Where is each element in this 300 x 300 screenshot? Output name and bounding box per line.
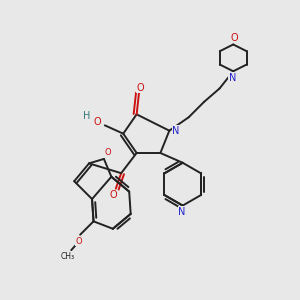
Text: O: O (75, 237, 82, 246)
Text: N: N (172, 126, 179, 136)
Text: CH₃: CH₃ (61, 252, 75, 261)
Text: O: O (94, 117, 101, 127)
Text: N: N (229, 73, 236, 83)
Text: O: O (110, 190, 117, 200)
Text: O: O (137, 82, 144, 93)
Text: N: N (178, 206, 185, 217)
Text: O: O (230, 33, 238, 43)
Text: H: H (83, 111, 90, 121)
Text: O: O (104, 148, 111, 158)
